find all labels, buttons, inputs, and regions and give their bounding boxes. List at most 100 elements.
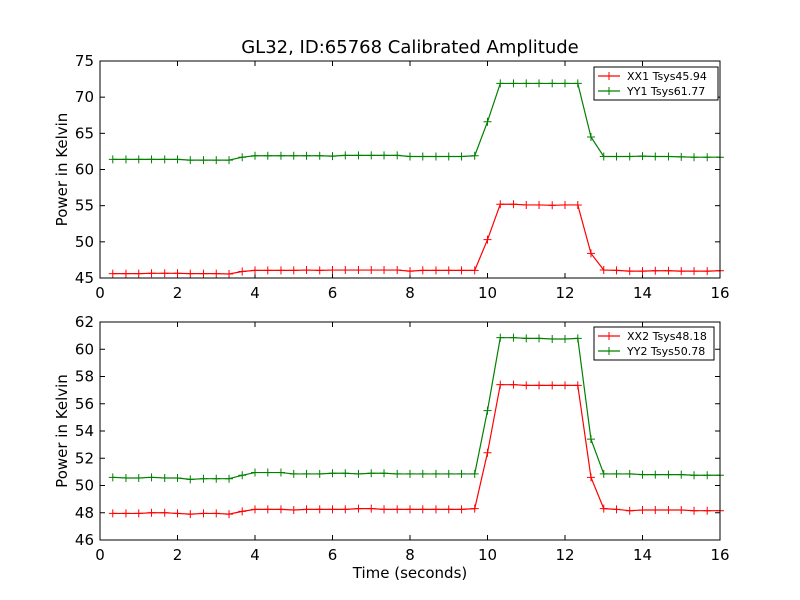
- data-point: [509, 200, 518, 209]
- data-point: [380, 151, 389, 160]
- data-point: [638, 506, 647, 515]
- data-point: [483, 448, 492, 457]
- x-tick-label: 16: [710, 284, 729, 302]
- data-point: [690, 153, 699, 162]
- y-tick-label: 65: [75, 124, 94, 142]
- data-point: [573, 200, 582, 209]
- x-tick-label: 10: [478, 284, 497, 302]
- data-point: [690, 506, 699, 515]
- data-point: [509, 380, 518, 389]
- data-point: [173, 269, 182, 278]
- data-point: [509, 79, 518, 88]
- data-point: [522, 200, 531, 209]
- data-point: [121, 474, 130, 483]
- x-tick-label: 0: [95, 546, 105, 564]
- data-point: [690, 471, 699, 480]
- x-tick-label: 4: [250, 284, 260, 302]
- data-point: [470, 266, 479, 275]
- legend-marker: [605, 72, 613, 80]
- data-point: [328, 469, 337, 478]
- data-point: [522, 334, 531, 343]
- data-point: [289, 506, 298, 515]
- data-point: [548, 381, 557, 390]
- data-point: [703, 153, 712, 162]
- data-point: [457, 469, 466, 478]
- data-point: [108, 473, 117, 482]
- data-point: [276, 505, 285, 514]
- data-point: [599, 504, 608, 513]
- data-point: [431, 266, 440, 275]
- data-point: [703, 267, 712, 276]
- data-point: [147, 473, 156, 482]
- data-point: [406, 505, 414, 514]
- data-point: [160, 269, 169, 278]
- data-point: [483, 406, 492, 415]
- data-point: [444, 469, 453, 478]
- y-tick-label: 52: [75, 449, 94, 467]
- data-point: [186, 510, 195, 519]
- data-point: [431, 505, 440, 514]
- data-point: [238, 153, 247, 162]
- data-point: [599, 152, 608, 161]
- data-point: [548, 335, 557, 344]
- data-point: [638, 152, 647, 161]
- data-point: [677, 267, 686, 276]
- y-tick-label: 50: [75, 477, 94, 495]
- data-point: [121, 155, 130, 164]
- legend-marker: [605, 87, 613, 95]
- data-point: [251, 151, 259, 160]
- x-tick-label: 6: [328, 284, 338, 302]
- data-point: [251, 266, 259, 275]
- data-point: [173, 155, 182, 164]
- data-point: [302, 469, 311, 478]
- data-point: [380, 266, 389, 275]
- data-point: [664, 152, 673, 161]
- y-tick-label: 45: [75, 269, 94, 287]
- data-point: [561, 381, 569, 390]
- data-point: [225, 270, 234, 279]
- data-point: [444, 266, 453, 275]
- data-point: [302, 151, 311, 160]
- data-point: [354, 504, 363, 513]
- data-point: [199, 474, 208, 483]
- data-point: [406, 267, 414, 276]
- y-tick-label: 56: [75, 395, 94, 413]
- data-point: [393, 469, 402, 478]
- data-point: [406, 152, 414, 161]
- data-point: [289, 469, 298, 478]
- data-point: [418, 152, 427, 161]
- data-point: [199, 269, 208, 278]
- y-tick-label: 75: [75, 52, 94, 70]
- legend: XX1 Tsys45.94 YY1 Tsys61.77: [593, 66, 719, 101]
- data-point: [703, 506, 712, 515]
- data-point: [354, 266, 363, 275]
- data-point: [251, 468, 259, 477]
- data-point: [561, 200, 569, 209]
- data-point: [186, 475, 195, 484]
- data-point: [199, 509, 208, 518]
- data-point: [625, 267, 634, 276]
- data-point: [341, 266, 350, 275]
- data-point: [160, 508, 169, 517]
- data-point: [535, 334, 544, 343]
- data-point: [315, 505, 324, 514]
- data-point: [406, 469, 414, 478]
- x-tick-label: 0: [95, 284, 105, 302]
- data-point: [108, 155, 117, 164]
- data-point: [315, 469, 324, 478]
- y-axis-label: Power in Kelvin: [53, 374, 71, 488]
- data-point: [664, 266, 673, 275]
- data-point: [444, 505, 453, 514]
- data-point: [638, 470, 647, 479]
- data-point: [186, 269, 195, 278]
- data-point: [457, 505, 466, 514]
- data-point: [638, 267, 647, 276]
- data-point: [302, 505, 311, 514]
- x-tick-label: 16: [710, 546, 729, 564]
- x-tick-label: 12: [555, 284, 574, 302]
- data-point: [147, 269, 156, 278]
- y-tick-label: 46: [75, 531, 94, 549]
- data-point: [457, 152, 466, 161]
- data-point: [328, 152, 337, 161]
- data-point: [367, 151, 376, 160]
